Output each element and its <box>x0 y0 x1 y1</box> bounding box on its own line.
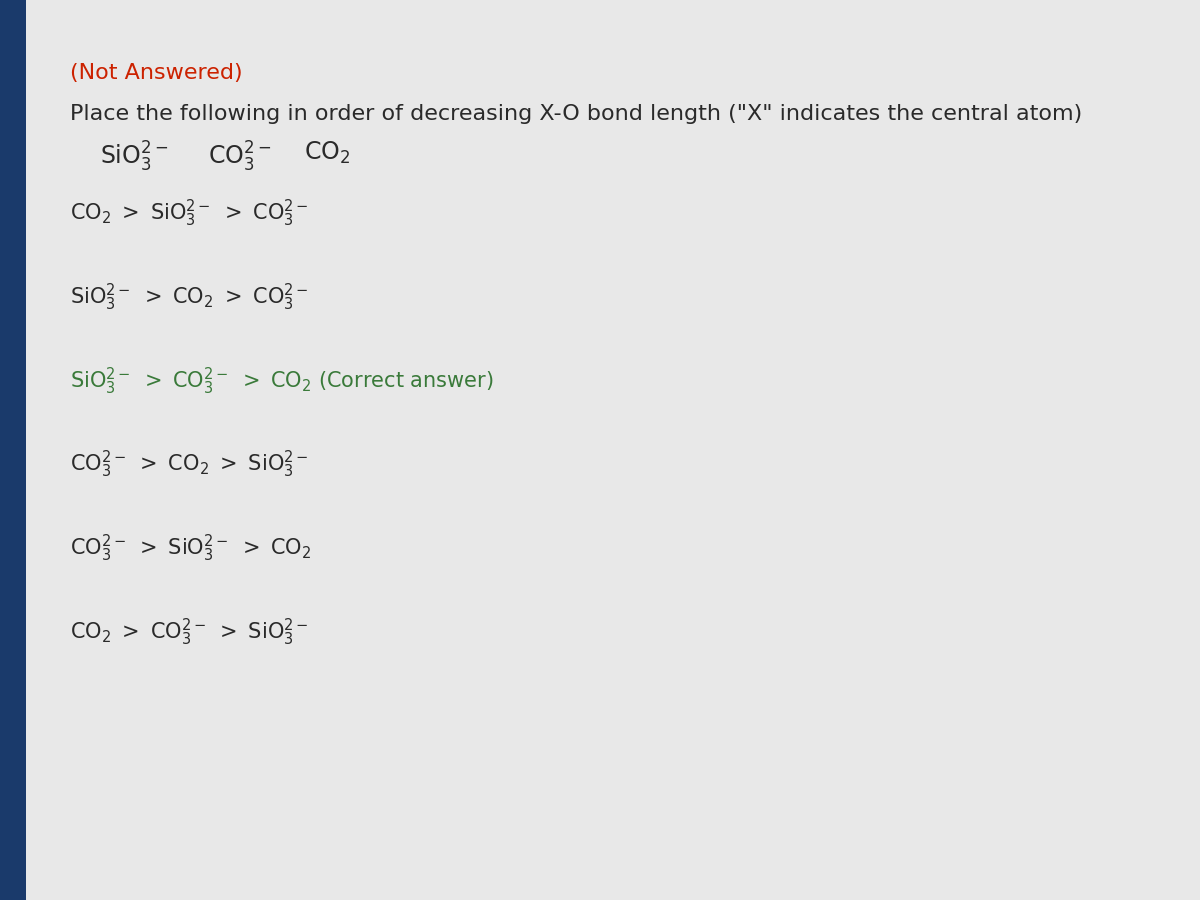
Text: $\mathregular{SiO_3^{2-}}$: $\mathregular{SiO_3^{2-}}$ <box>100 140 168 174</box>
Text: $\mathregular{CO_3^{2-}}$: $\mathregular{CO_3^{2-}}$ <box>208 140 271 174</box>
Text: $\mathregular{CO_3^{2-}}$ $>$ $\mathregular{CO_2}$ $>$ $\mathregular{SiO_3^{2-}}: $\mathregular{CO_3^{2-}}$ $>$ $\mathregu… <box>70 449 308 481</box>
Text: $\mathregular{CO_2}$ $>$ $\mathregular{CO_3^{2-}}$ $>$ $\mathregular{SiO_3^{2-}}: $\mathregular{CO_2}$ $>$ $\mathregular{C… <box>70 616 308 648</box>
Text: $\mathregular{CO_2}$: $\mathregular{CO_2}$ <box>304 140 350 166</box>
Text: $\mathregular{SiO_3^{2-}}$ $>$ $\mathregular{CO_3^{2-}}$ $>$ $\mathregular{CO_2}: $\mathregular{SiO_3^{2-}}$ $>$ $\mathreg… <box>70 365 493 397</box>
Text: $\mathregular{SiO_3^{2-}}$ $>$ $\mathregular{CO_2}$ $>$ $\mathregular{CO_3^{2-}}: $\mathregular{SiO_3^{2-}}$ $>$ $\mathreg… <box>70 282 308 313</box>
Text: Place the following in order of decreasing X-O bond length ("X" indicates the ce: Place the following in order of decreasi… <box>70 104 1082 123</box>
Text: $\mathregular{CO_3^{2-}}$ $>$ $\mathregular{SiO_3^{2-}}$ $>$ $\mathregular{CO_2}: $\mathregular{CO_3^{2-}}$ $>$ $\mathregu… <box>70 533 311 564</box>
Text: (Not Answered): (Not Answered) <box>70 63 242 83</box>
Text: $\mathregular{CO_2}$ $>$ $\mathregular{SiO_3^{2-}}$ $>$ $\mathregular{CO_3^{2-}}: $\mathregular{CO_2}$ $>$ $\mathregular{S… <box>70 198 308 230</box>
